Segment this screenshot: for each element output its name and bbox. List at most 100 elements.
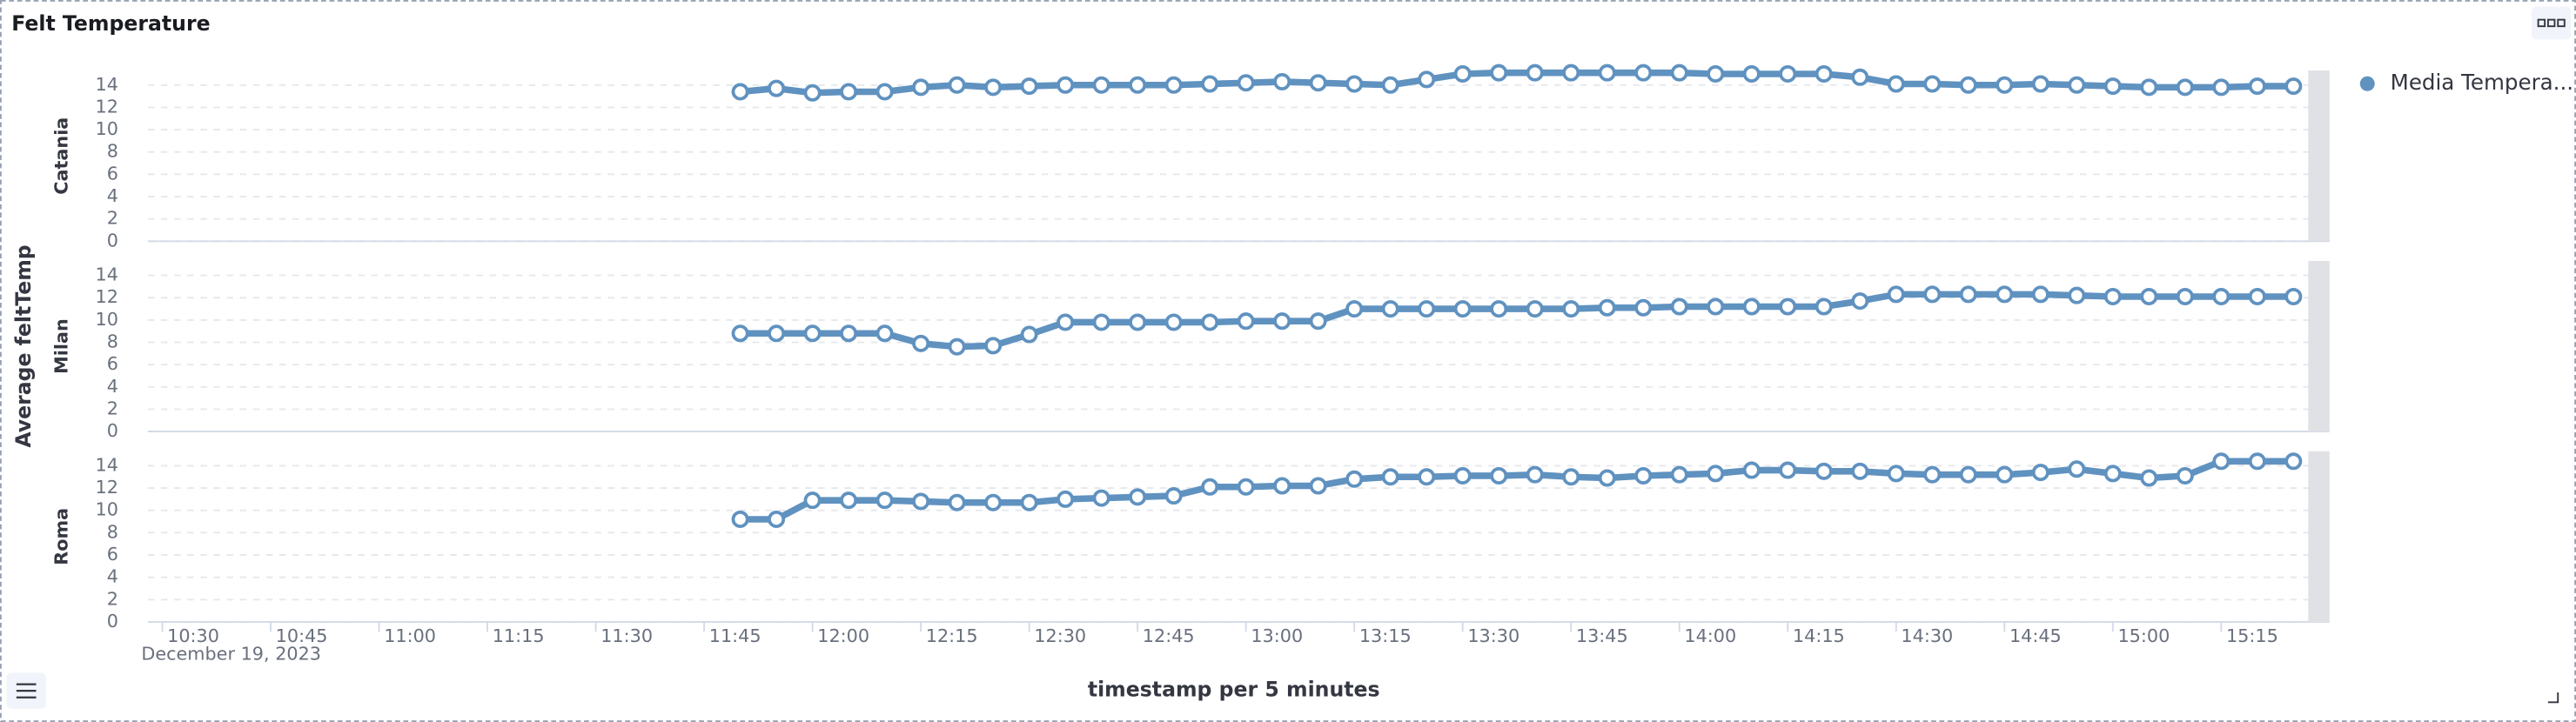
point [1273,477,1291,495]
point [1742,461,1761,479]
x-tick-label: 13:30 [1467,625,1519,646]
point [1309,477,1327,495]
point [1418,300,1436,318]
point [1381,300,1399,318]
point [1020,325,1038,344]
point [1345,75,1364,93]
point [1923,465,1942,484]
x-tick-label: 11:30 [600,625,653,646]
point [1273,72,1291,90]
y-tick-label: 4 [107,185,118,206]
point [1201,478,1219,496]
y-tick-label: 8 [107,521,118,542]
point [1670,297,1688,316]
point [984,337,1003,355]
point [2031,75,2049,93]
y-tick-label: 6 [107,353,118,374]
point [1815,462,1833,480]
facet-label: Milan [51,318,72,374]
x-tick-label: 14:45 [2009,625,2062,646]
point [1237,478,1255,496]
point [803,491,822,510]
point [1453,466,1472,485]
point [2031,464,2049,482]
y-tick-label: 0 [107,611,118,632]
point [1273,312,1291,331]
y-tick-label: 12 [96,286,118,307]
point [2140,469,2158,487]
point [840,83,858,101]
point [2284,452,2303,471]
y-tick-label: 8 [107,331,118,352]
point [2284,77,2303,96]
point [2212,452,2231,471]
point [1237,312,1255,331]
x-tick-label: 13:45 [1576,625,1628,646]
point [1634,466,1653,485]
point [2176,78,2194,97]
x-tick-label: 12:15 [926,625,978,646]
point [1020,77,1038,96]
x-tick-label: 13:15 [1359,625,1412,646]
x-tick-label: 13:00 [1251,625,1303,646]
point [1381,468,1399,486]
point [1959,76,1977,94]
y-tick-label: 10 [96,499,118,520]
y-tick-label: 2 [107,208,118,229]
x-tick-label: 14:00 [1684,625,1736,646]
point [2212,78,2231,97]
point [1129,313,1147,331]
x-tick-label: 12:30 [1034,625,1086,646]
point [2103,287,2122,305]
options-button[interactable] [2532,6,2572,40]
point [1453,300,1472,318]
point [948,493,966,511]
point [2284,287,2303,305]
point [2176,287,2194,305]
x-tick-label: 10:45 [276,625,328,646]
point [1742,297,1761,316]
point [768,324,786,343]
point [1057,76,1075,94]
point [1562,468,1580,486]
point [1670,64,1688,82]
point [984,493,1003,511]
point [1164,76,1183,94]
point [1598,64,1616,82]
y-tick-label: 6 [107,163,118,184]
point [2068,286,2086,304]
y-tick-label: 4 [107,376,118,397]
x-tick-label: 11:00 [384,625,436,646]
point [1129,488,1147,506]
partial-bucket [2308,70,2330,242]
point [1996,465,2014,484]
point [1057,490,1075,508]
resize-handle[interactable] [2547,692,2559,704]
point [1815,297,1833,316]
point [2140,78,2158,97]
point [1490,64,1508,82]
point [1092,76,1110,94]
point [1201,313,1219,331]
point [1526,64,1544,82]
point [1851,462,1869,480]
x-tick-label: 12:45 [1143,625,1195,646]
point [1887,465,1905,483]
partial-bucket [2308,451,2330,622]
y-tick-label: 6 [107,544,118,565]
point [1670,465,1688,484]
point [1345,470,1364,488]
legend-label: Media Tempera... [2391,70,2573,95]
point [1020,493,1038,511]
y-tick-label: 0 [107,230,118,251]
point [2103,465,2122,483]
point [1164,313,1183,331]
point [1057,313,1075,331]
point [2031,285,2049,304]
point [1526,300,1544,318]
point [1779,461,1797,479]
point [1490,300,1508,318]
point [1959,465,1977,484]
point [1345,300,1364,318]
